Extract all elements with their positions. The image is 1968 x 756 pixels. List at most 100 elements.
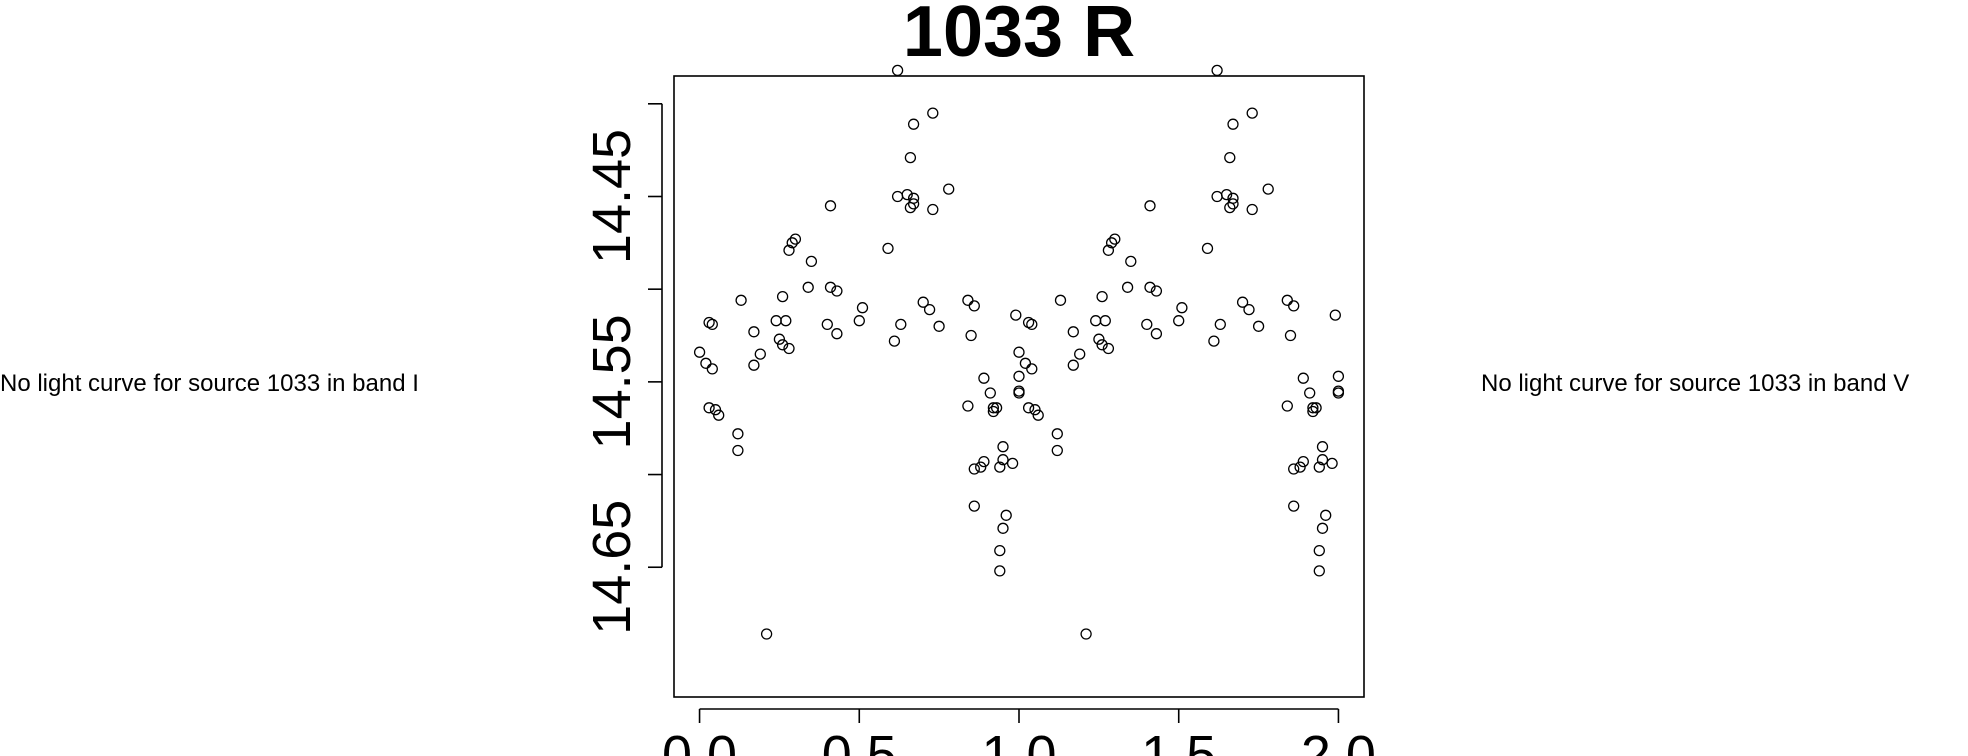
data-point xyxy=(1032,409,1044,421)
data-point xyxy=(888,335,901,347)
data-point xyxy=(1329,309,1341,321)
data-point xyxy=(856,302,869,314)
data-point xyxy=(1246,107,1258,119)
data-point xyxy=(978,372,990,384)
data-point xyxy=(748,359,760,371)
data-point xyxy=(962,400,974,412)
data-point xyxy=(904,151,917,164)
data-point xyxy=(1013,385,1025,397)
data-point xyxy=(1051,444,1063,457)
data-point xyxy=(1281,400,1293,412)
data-point xyxy=(1080,628,1092,640)
data-point xyxy=(1105,237,1118,249)
data-point xyxy=(1284,329,1297,342)
data-point xyxy=(735,294,747,306)
data-point xyxy=(1313,544,1325,557)
plot-frame xyxy=(673,75,1365,698)
data-point xyxy=(770,315,782,327)
data-point xyxy=(1252,320,1265,332)
data-point xyxy=(987,402,1000,414)
data-point xyxy=(760,628,773,640)
data-point xyxy=(997,454,1009,466)
data-point xyxy=(709,404,722,416)
data-point xyxy=(1051,428,1063,440)
data-point xyxy=(1332,370,1345,382)
data-point xyxy=(780,315,792,327)
data-point xyxy=(1006,457,1019,470)
data-point xyxy=(700,357,712,369)
data-point xyxy=(1211,190,1223,203)
data-point xyxy=(789,233,802,245)
data-point xyxy=(1102,342,1115,355)
data-point xyxy=(994,565,1006,577)
data-point xyxy=(907,198,920,210)
data-point xyxy=(1022,402,1035,414)
data-point xyxy=(1109,233,1121,245)
data-point xyxy=(1150,285,1163,297)
data-point xyxy=(968,300,980,312)
data-point xyxy=(1211,64,1223,77)
data-point xyxy=(1214,318,1226,331)
data-point xyxy=(994,544,1006,557)
data-point xyxy=(1307,405,1319,418)
data-point xyxy=(990,402,1003,414)
y-tick-label: 14.45 xyxy=(582,129,642,264)
data-point xyxy=(1090,315,1102,327)
data-point xyxy=(1310,402,1322,414)
data-point xyxy=(1125,255,1137,268)
x-tick-label: 0.5 xyxy=(822,725,897,756)
data-point xyxy=(713,409,725,421)
data-point xyxy=(831,328,843,340)
data-point xyxy=(984,387,996,399)
data-point xyxy=(853,315,865,327)
data-point xyxy=(1227,192,1239,204)
data-point xyxy=(831,285,843,297)
data-point xyxy=(927,203,939,216)
data-point xyxy=(786,237,798,249)
data-point xyxy=(1096,290,1108,303)
data-point xyxy=(1029,404,1041,416)
data-point xyxy=(965,329,977,342)
data-point xyxy=(1144,281,1156,293)
data-point xyxy=(1013,370,1025,382)
data-point xyxy=(706,318,718,331)
data-point xyxy=(891,64,904,77)
data-point xyxy=(1220,188,1233,201)
data-point xyxy=(748,326,760,338)
data-point xyxy=(895,318,907,331)
data-point xyxy=(1262,183,1274,195)
no-curve-message-band-i: No light curve for source 1033 in band I xyxy=(0,370,419,397)
data-point xyxy=(1288,300,1300,312)
data-point xyxy=(1102,244,1115,256)
data-point xyxy=(962,294,974,306)
x-axis: 0.0 0.5 1.0 1.5 2.0 xyxy=(662,708,1376,756)
data-point xyxy=(1000,509,1012,521)
y-tick-label: 14.65 xyxy=(582,500,642,635)
data-point xyxy=(802,281,814,293)
data-point xyxy=(1173,315,1185,327)
data-point xyxy=(997,522,1009,534)
data-point xyxy=(783,244,795,256)
data-point xyxy=(1150,328,1163,340)
x-tick-label: 1.0 xyxy=(981,725,1056,756)
data-point xyxy=(1294,461,1306,473)
data-point xyxy=(1227,198,1239,210)
data-point xyxy=(1013,346,1025,358)
data-point xyxy=(1067,359,1079,371)
data-point xyxy=(1243,303,1255,316)
data-point xyxy=(1227,118,1239,130)
data-point xyxy=(1326,457,1338,470)
data-point xyxy=(703,402,715,414)
data-point xyxy=(1297,372,1309,384)
data-point xyxy=(1316,441,1329,453)
data-point xyxy=(1074,348,1086,360)
data-point xyxy=(824,200,837,212)
data-point xyxy=(1096,339,1108,351)
x-tick-label: 1.5 xyxy=(1141,725,1216,756)
data-point xyxy=(1019,357,1032,369)
data-point xyxy=(1026,363,1038,375)
data-point xyxy=(1054,294,1067,306)
data-point xyxy=(978,455,990,468)
data-point xyxy=(907,118,920,130)
